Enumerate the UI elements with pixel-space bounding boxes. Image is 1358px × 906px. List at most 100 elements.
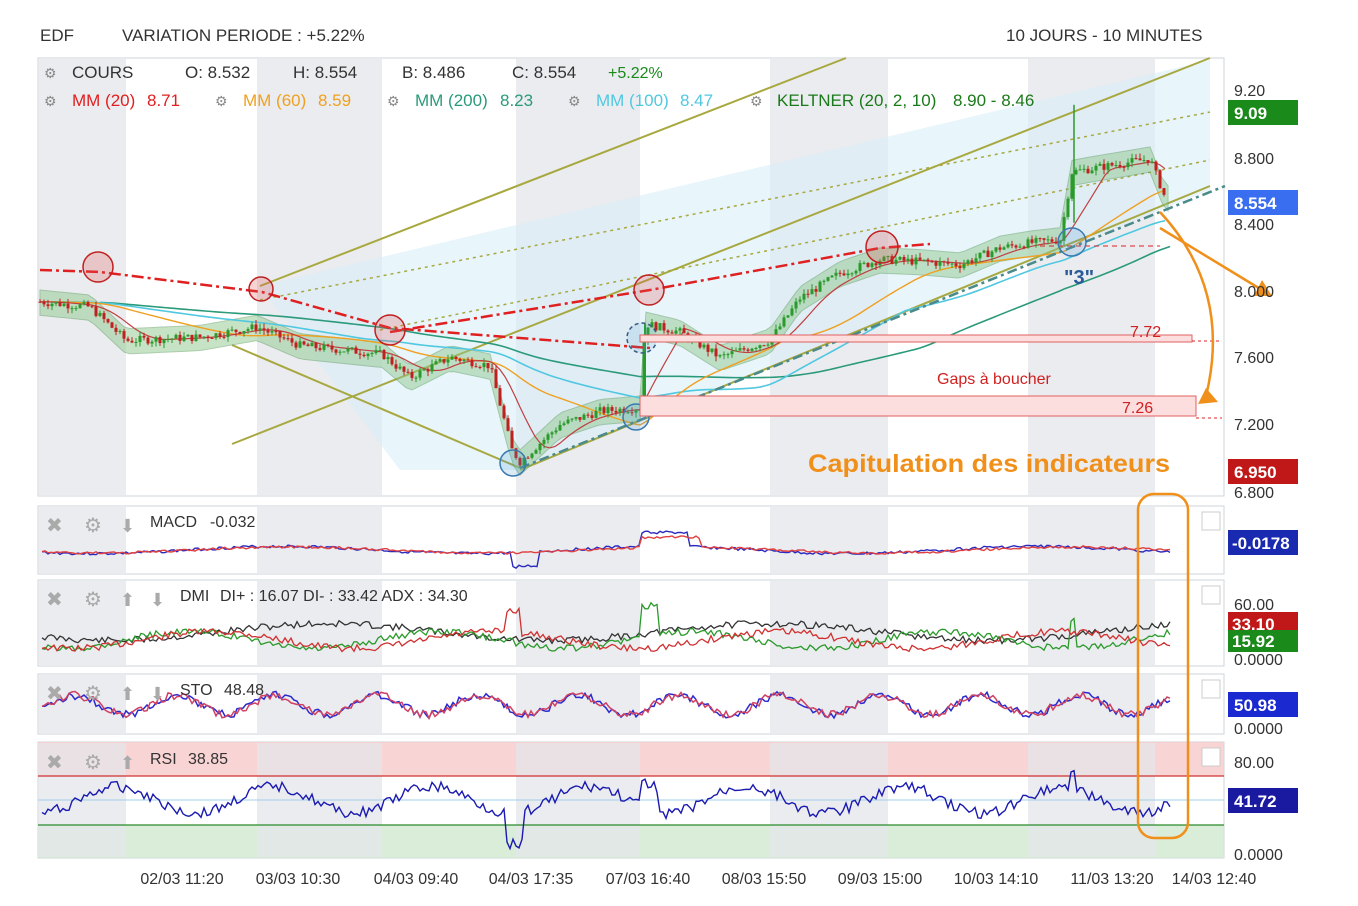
candle-body (98, 312, 102, 316)
candle-body (1050, 239, 1054, 242)
candle-body (158, 337, 162, 344)
candle-body (178, 334, 182, 341)
candle-body (902, 257, 906, 261)
candle-body (242, 330, 246, 334)
sto-panel: ✖ ⚙ ⬆ ⬇ STO 48.48 0.0000 50.98 (37, 673, 1298, 738)
dmi-up-icon[interactable]: ⬆ (120, 590, 135, 610)
candle-body (214, 333, 218, 339)
candle-body (1130, 158, 1134, 163)
candle-body (322, 344, 326, 350)
macd-down-icon[interactable]: ⬇ (120, 516, 135, 536)
candle-body (1014, 245, 1018, 248)
top-circle-2 (248, 276, 274, 302)
mm100-gear-icon[interactable]: ⚙ (568, 93, 581, 109)
rsi-up-icon[interactable]: ⬆ (120, 753, 135, 773)
mm200-gear-icon[interactable]: ⚙ (387, 93, 400, 109)
mm60-gear-icon[interactable]: ⚙ (215, 93, 228, 109)
candle-body (634, 410, 638, 413)
candle-body (174, 334, 178, 339)
candle-body (346, 348, 350, 352)
candle-body (126, 338, 130, 341)
candle-body (794, 301, 798, 309)
legend-low: B: 8.486 (402, 63, 465, 82)
sto-up-icon[interactable]: ⬆ (120, 684, 135, 704)
candle-body (1066, 198, 1070, 217)
dmi-gear-icon[interactable]: ⚙ (84, 589, 102, 611)
candle-body (874, 263, 878, 266)
candle-body (738, 348, 742, 351)
candle-body (906, 258, 910, 261)
dmi-checkbox[interactable] (1201, 585, 1221, 605)
candle-body (218, 333, 222, 337)
candle-body (78, 304, 82, 309)
macd-close-icon[interactable]: ✖ (46, 515, 63, 537)
candle-body (194, 334, 198, 342)
dmi-close-icon[interactable]: ✖ (46, 589, 63, 611)
candle-body (182, 336, 186, 341)
legend-open: O: 8.532 (185, 63, 250, 82)
candle-body (74, 308, 78, 310)
candle-body (258, 328, 262, 331)
candle-body (610, 407, 614, 411)
candle-body (566, 419, 570, 424)
resistance-trendline (39, 268, 651, 350)
macd-checkbox[interactable] (1201, 511, 1221, 531)
badge-high-text: 9.09 (1234, 104, 1267, 123)
macd-gear-icon[interactable]: ⚙ (84, 515, 102, 537)
candle-body (506, 418, 510, 431)
candle-body (522, 457, 526, 466)
candle-body (618, 408, 622, 413)
candle-body (498, 388, 502, 406)
candle-body (978, 252, 982, 259)
candle-body (142, 335, 146, 338)
rsi-checkbox[interactable] (1201, 747, 1221, 767)
candle-body (362, 354, 366, 357)
sto-down-icon[interactable]: ⬇ (150, 684, 165, 704)
candle-body (966, 260, 970, 264)
x-tick: 02/03 11:20 (140, 871, 223, 888)
candle-body (1078, 169, 1082, 171)
y-tick-2: 8.800 (1234, 151, 1274, 168)
candle-body (986, 250, 990, 258)
sto-checkbox[interactable] (1201, 679, 1221, 699)
candle-body (398, 366, 402, 369)
channel-dotted-line-1 (259, 111, 1211, 301)
candle-body (278, 331, 282, 338)
candle-body (130, 340, 134, 343)
rsi-close-icon[interactable]: ✖ (46, 752, 63, 774)
candle-body (958, 266, 962, 269)
candle-body (334, 349, 338, 353)
gaps-label: Gaps à boucher (937, 371, 1052, 388)
candle-body (942, 261, 946, 263)
candle-body (138, 335, 142, 342)
candle-body (70, 308, 74, 310)
candle-body (414, 377, 418, 379)
gear-icon[interactable]: ⚙ (44, 65, 57, 81)
candle-body (1042, 238, 1046, 240)
candle-body (742, 348, 746, 350)
candle-body (1134, 158, 1138, 160)
candle-body (762, 345, 766, 347)
candle-body (454, 356, 458, 359)
candle-body (626, 412, 630, 414)
capitulation-label: Capitulation des indicateurs (808, 450, 1170, 478)
dmi-down-icon[interactable]: ⬇ (150, 590, 165, 610)
candle-body (1146, 160, 1150, 163)
candle-body (514, 448, 518, 458)
mm20-gear-icon[interactable]: ⚙ (44, 93, 57, 109)
dmi-y-top: 60.00 (1234, 597, 1274, 614)
candle-body (1006, 244, 1010, 248)
sto-close-icon[interactable]: ✖ (46, 683, 63, 705)
sto-gear-icon[interactable]: ⚙ (84, 683, 102, 705)
candle-body (1158, 170, 1162, 189)
macd-signal-line (41, 535, 1171, 556)
capitulation-box (1136, 492, 1190, 840)
price-panel: "3" 7.72 7.26 Gaps à boucher Capitulatio… (37, 57, 1272, 497)
keltner-gear-icon[interactable]: ⚙ (750, 93, 763, 109)
candle-body (950, 263, 954, 265)
legend-keltner-value: 8.90 - 8.46 (953, 91, 1034, 110)
candle-body (790, 308, 794, 316)
rsi-gear-icon[interactable]: ⚙ (84, 752, 102, 774)
candle-body (202, 336, 206, 338)
